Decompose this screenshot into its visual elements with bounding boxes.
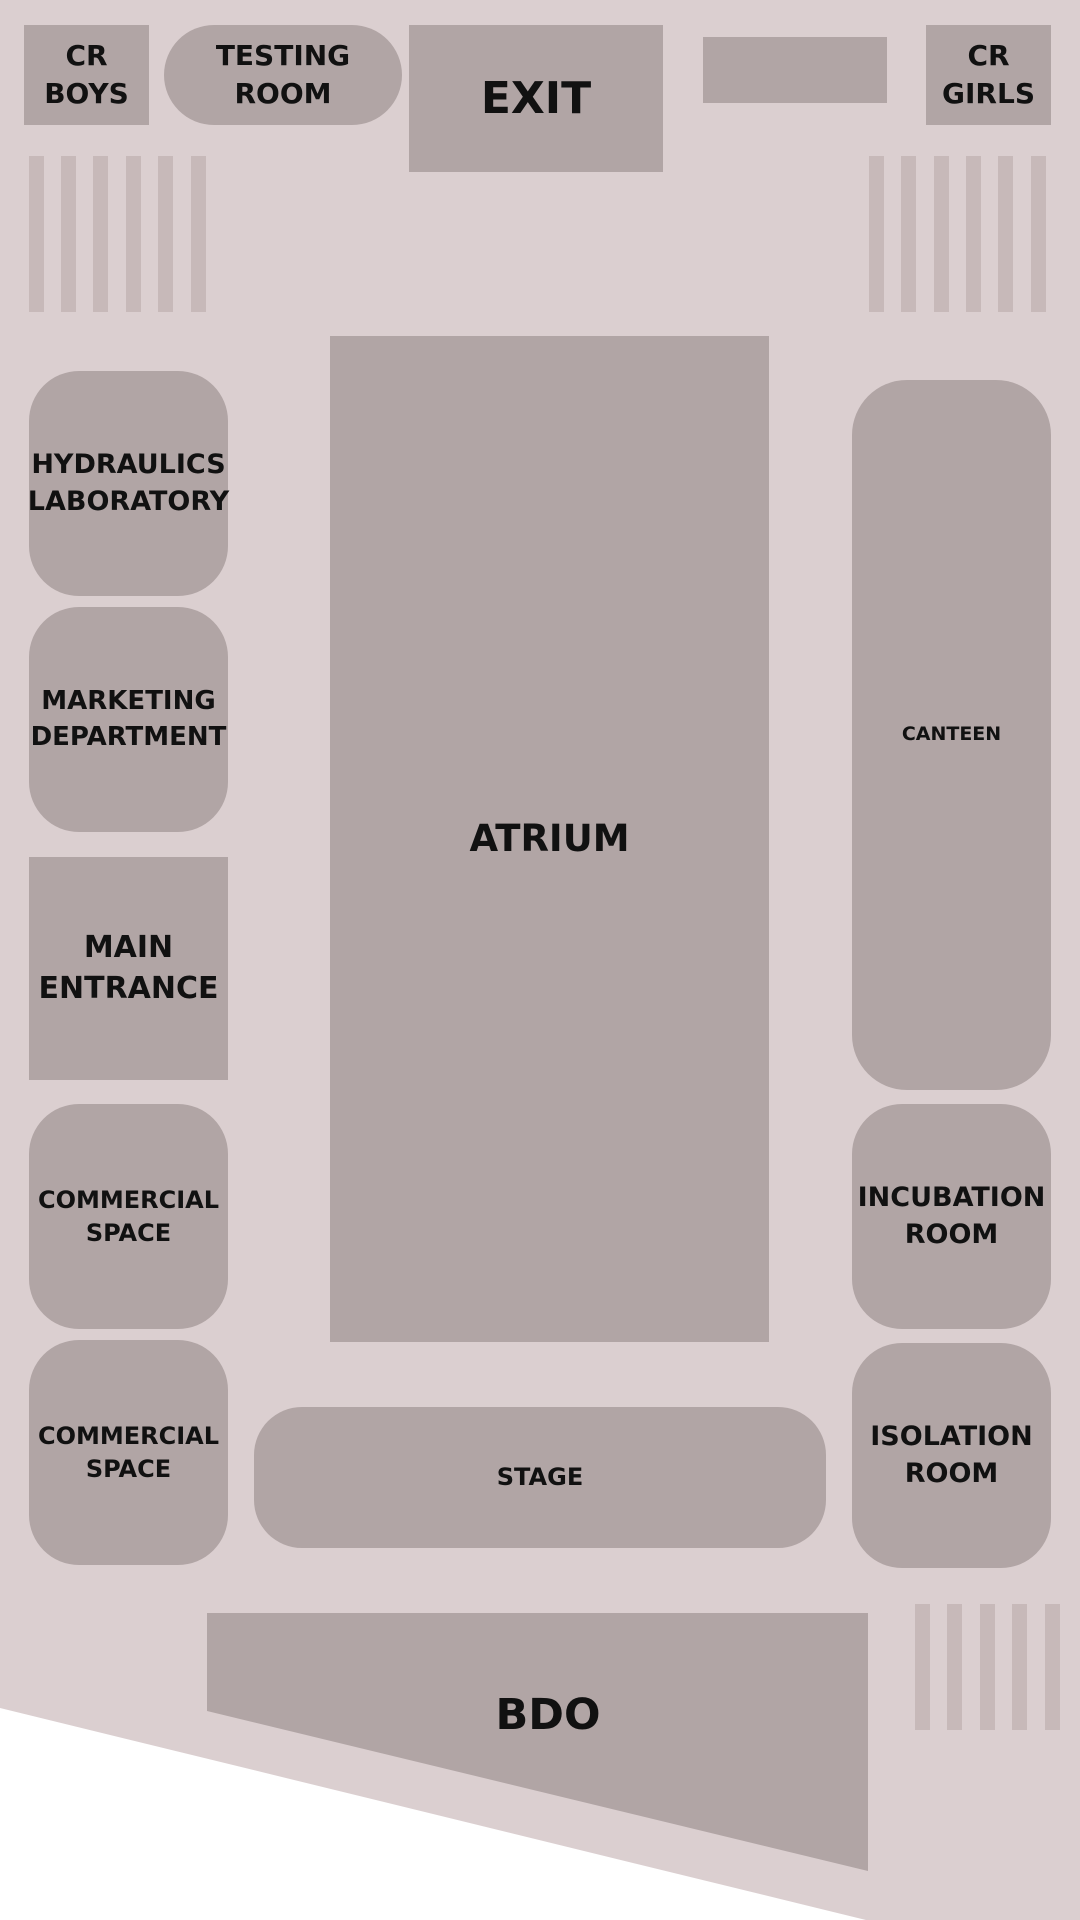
canteen-label: CANTEEN (901, 723, 1002, 746)
canteen[interactable]: CANTEEN (852, 380, 1051, 1090)
hydraulics-label-line2: LABORATORY (27, 485, 230, 517)
commercial-space-lower-label-line2: SPACE (85, 1454, 172, 1483)
stripe-marking (869, 156, 884, 312)
stripe-marking (1012, 1604, 1027, 1730)
testing-room-label-line2: ROOM (234, 77, 332, 110)
stripe-marking (1031, 156, 1046, 312)
incubation-label-line1: INCUBATION (857, 1182, 1046, 1214)
unlabeled-block (703, 37, 887, 103)
stripe-marking (980, 1604, 995, 1730)
cr-boys-room[interactable]: CR BOYS (24, 25, 149, 125)
commercial-space-upper-label-line2: SPACE (85, 1218, 172, 1247)
stripe-marking (915, 1604, 930, 1730)
stripe-marking (934, 156, 949, 312)
bdo-label: BDO (495, 1690, 600, 1740)
stripe-marking (93, 156, 108, 312)
marketing-label-line1: MARKETING (41, 686, 216, 717)
stripe-marking (947, 1604, 962, 1730)
isolation-room[interactable]: ISOLATION ROOM (852, 1343, 1051, 1568)
commercial-space-upper[interactable]: COMMERCIAL SPACE (29, 1104, 228, 1329)
stripe-marking (191, 156, 206, 312)
stripe-marking (126, 156, 141, 312)
cr-boys-label-line2: BOYS (44, 77, 129, 110)
stripe-marking (966, 156, 981, 312)
stripe-marking (1045, 1604, 1060, 1730)
cr-girls-room[interactable]: CR GIRLS (926, 25, 1051, 125)
isolation-label-line2: ROOM (904, 1457, 999, 1489)
isolation-label-line1: ISOLATION (870, 1421, 1033, 1453)
hydraulics-laboratory[interactable]: HYDRAULICS LABORATORY (27, 371, 230, 596)
incubation-room[interactable]: INCUBATION ROOM (852, 1104, 1051, 1329)
cr-girls-label-line1: CR (967, 39, 1010, 73)
commercial-space-lower[interactable]: COMMERCIAL SPACE (29, 1340, 228, 1565)
exit-area[interactable]: EXIT (409, 25, 663, 172)
main-entrance[interactable]: MAIN ENTRANCE (29, 857, 228, 1080)
hydraulics-label-line1: HYDRAULICS (31, 449, 226, 481)
stripe-marking (998, 156, 1013, 312)
stage-label: STAGE (496, 1463, 584, 1492)
atrium[interactable]: ATRIUM (330, 336, 769, 1342)
marketing-department[interactable]: MARKETING DEPARTMENT (29, 607, 228, 832)
testing-room[interactable]: TESTING ROOM (164, 25, 402, 125)
incubation-label-line2: ROOM (904, 1218, 999, 1250)
stripe-marking (61, 156, 76, 312)
cr-boys-label-line1: CR (65, 39, 108, 73)
stripe-marking (158, 156, 173, 312)
commercial-space-upper-label-line1: COMMERCIAL (37, 1186, 220, 1215)
main-entrance-label-line2: ENTRANCE (38, 970, 219, 1006)
testing-room-label-line1: TESTING (215, 39, 351, 73)
main-entrance-label-line1: MAIN (83, 930, 174, 965)
stripe-marking (29, 156, 44, 312)
atrium-label: ATRIUM (469, 817, 630, 861)
bdo-area[interactable] (207, 1613, 868, 1871)
marketing-label-line2: DEPARTMENT (30, 721, 227, 752)
stripe-marking (901, 156, 916, 312)
exit-label: EXIT (480, 72, 592, 124)
stage[interactable]: STAGE (254, 1407, 826, 1548)
commercial-space-lower-label-line1: COMMERCIAL (37, 1422, 220, 1451)
cr-girls-label-line2: GIRLS (942, 77, 1035, 110)
